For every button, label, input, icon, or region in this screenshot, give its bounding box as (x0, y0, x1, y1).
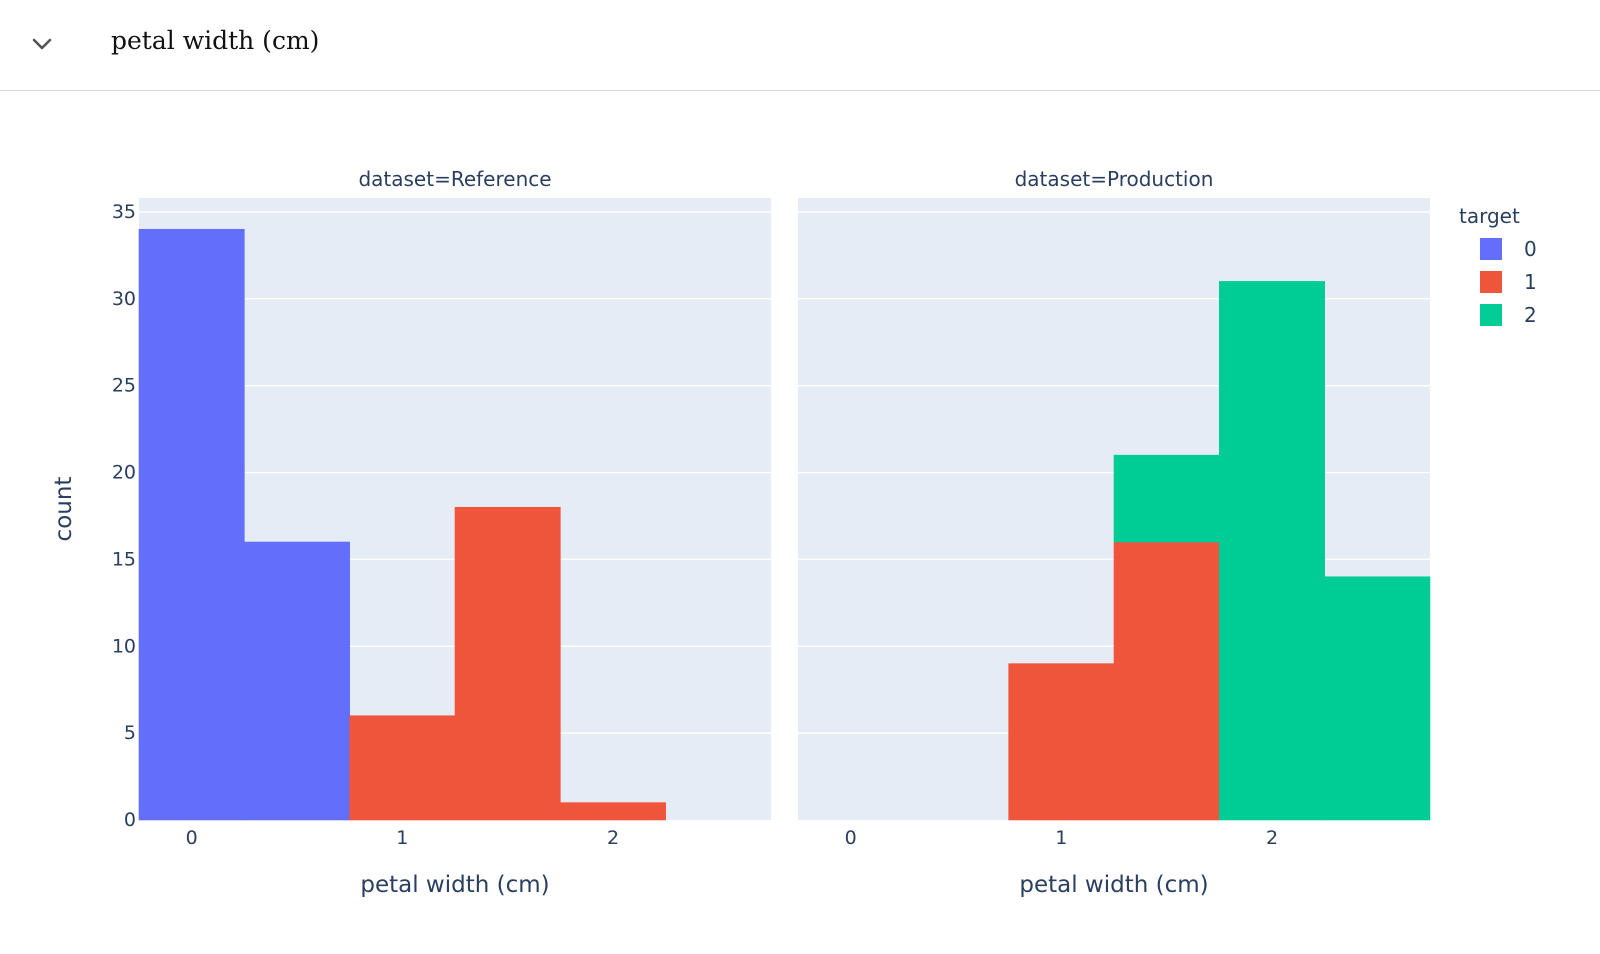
y-tick-label: 5 (124, 722, 136, 744)
histogram-bar (1113, 541, 1220, 821)
x-tick-label: 0 (186, 827, 198, 849)
legend-label: 1 (1524, 270, 1537, 294)
legend-swatch (1480, 271, 1502, 293)
histogram-bar (1008, 663, 1115, 821)
histogram-bar (244, 541, 350, 821)
y-tick-label: 30 (112, 288, 136, 310)
y-tick-label: 10 (112, 635, 136, 657)
histogram-bar (1113, 454, 1220, 543)
chevron-down-icon[interactable] (28, 30, 56, 58)
x-tick-label: 0 (845, 827, 857, 849)
legend-label: 2 (1524, 303, 1537, 327)
histogram-bar (1219, 281, 1325, 821)
legend-label: 0 (1524, 237, 1537, 261)
y-tick-label: 20 (112, 462, 136, 484)
x-axis-label: petal width (cm) (1019, 872, 1208, 898)
panel-title: dataset=Reference (358, 167, 551, 191)
histogram-chart: 0 1 2 petal width (cm) dataset=Reference 0 1 2 p… (51, 167, 1537, 898)
x-tick-label: 2 (607, 827, 619, 849)
y-tick-label: 0 (124, 809, 136, 831)
section-header: petal width (cm) (0, 0, 1600, 91)
y-axis-label: count (51, 477, 77, 542)
histogram-bar (1324, 576, 1431, 821)
x-axis-label: petal width (cm) (360, 872, 549, 898)
y-tick-label: 25 (112, 375, 136, 397)
section-title: petal width (cm) (111, 26, 320, 55)
legend-title: target (1459, 204, 1520, 228)
legend-swatch (1480, 238, 1502, 260)
legend-swatch (1480, 304, 1502, 326)
histogram-bar (349, 715, 456, 821)
y-tick-label: 15 (112, 548, 136, 570)
y-tick-label: 35 (112, 201, 136, 223)
x-tick-label: 1 (396, 827, 408, 849)
x-tick-label: 1 (1055, 827, 1067, 849)
histogram-bar (138, 228, 245, 821)
panel-title: dataset=Production (1015, 167, 1214, 191)
histogram-bar (454, 506, 561, 821)
x-tick-label: 2 (1266, 827, 1278, 849)
histogram-bar (560, 802, 666, 821)
